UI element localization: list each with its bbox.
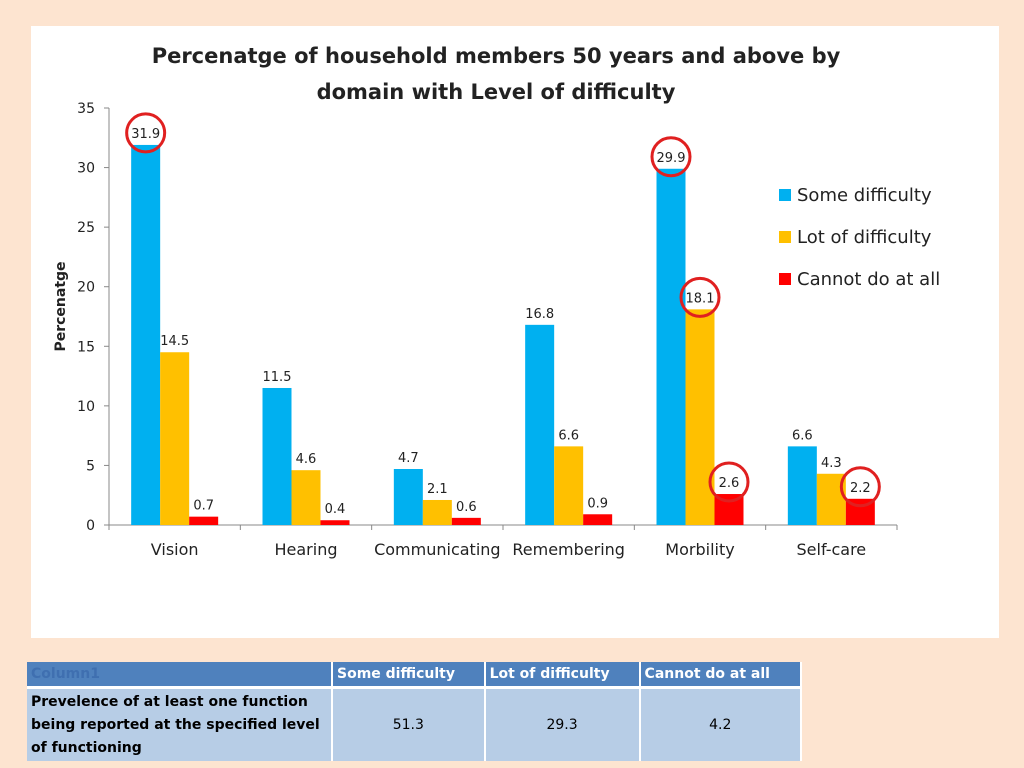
data-label: 0.4 bbox=[325, 502, 346, 517]
table-header-row: Column1 Some difficulty Lot of difficult… bbox=[27, 662, 803, 689]
bar bbox=[554, 446, 584, 525]
data-label: 4.7 bbox=[398, 451, 419, 466]
highlight-circle bbox=[125, 112, 167, 154]
bar bbox=[583, 514, 613, 525]
data-label: 2.1 bbox=[427, 482, 448, 497]
bar bbox=[189, 516, 219, 525]
y-axis-label: Percenatge bbox=[53, 261, 69, 351]
data-label: 0.9 bbox=[587, 496, 608, 511]
table-header: Some difficulty bbox=[332, 662, 486, 689]
y-tick-label: 10 bbox=[77, 399, 95, 415]
table-cell: 4.2 bbox=[639, 687, 803, 761]
chart-title-line-2: domain with Level of difficulty bbox=[316, 80, 676, 104]
data-label: 2.6 bbox=[719, 476, 740, 491]
legend-item-cannot-do-at-all: Cannot do at all bbox=[779, 258, 940, 300]
table-row: Prevelence of at least one function bein… bbox=[27, 687, 803, 761]
y-tick-label: 5 bbox=[86, 458, 95, 474]
bar bbox=[422, 499, 452, 525]
legend-item-some-difficulty: Some difficulty bbox=[779, 174, 940, 216]
chart-panel: 0 5 10 15 20 25 30 35 Percenatge Vision Hearing Com… bbox=[31, 26, 999, 638]
y-tick-label: 0 bbox=[86, 518, 95, 534]
y-tick-label: 30 bbox=[77, 161, 95, 177]
data-label: 6.6 bbox=[558, 428, 579, 443]
legend-swatch bbox=[779, 231, 791, 243]
x-tick-label: Communicating bbox=[374, 540, 500, 559]
bar bbox=[160, 352, 190, 525]
table-header: Lot of difficulty bbox=[484, 662, 641, 689]
bar bbox=[656, 168, 686, 525]
x-tick-label: Vision bbox=[151, 540, 199, 559]
y-tick-label: 25 bbox=[77, 220, 95, 236]
legend-swatch bbox=[779, 273, 791, 285]
data-label: 29.9 bbox=[657, 151, 686, 166]
bar bbox=[131, 144, 161, 525]
table-header: Cannot do at all bbox=[639, 662, 803, 689]
table-row-label: Prevelence of at least one function bein… bbox=[27, 687, 333, 761]
legend-item-lot-of-difficulty: Lot of difficulty bbox=[779, 216, 940, 258]
highlight-circle bbox=[839, 466, 881, 508]
legend-swatch bbox=[779, 189, 791, 201]
x-tick-label: Self-care bbox=[797, 540, 867, 559]
x-tick-label: Hearing bbox=[275, 540, 338, 559]
bar bbox=[262, 387, 292, 525]
chart-legend: Some difficulty Lot of difficulty Cannot… bbox=[779, 174, 940, 300]
summary-table: Column1 Some difficulty Lot of difficult… bbox=[27, 662, 803, 761]
x-tick-label: Morbility bbox=[665, 540, 734, 559]
y-tick-label: 15 bbox=[77, 339, 95, 355]
legend-label: Cannot do at all bbox=[797, 268, 941, 290]
data-label: 18.1 bbox=[686, 291, 715, 306]
highlight-circle bbox=[679, 276, 721, 318]
chart-title-line-1: Percenatge of household members 50 years… bbox=[151, 44, 841, 68]
data-label: 16.8 bbox=[525, 307, 554, 322]
x-tick-label: Remembering bbox=[512, 540, 625, 559]
y-tick-label: 20 bbox=[77, 280, 95, 296]
bar bbox=[787, 446, 817, 525]
data-label: 6.6 bbox=[792, 428, 813, 443]
highlight-circle bbox=[708, 461, 750, 503]
bar bbox=[451, 517, 481, 525]
highlight-circle bbox=[650, 136, 692, 178]
chart-canvas: 0 5 10 15 20 25 30 35 Percenatge Vision Hearing Com… bbox=[53, 101, 898, 559]
data-label: 31.9 bbox=[131, 127, 160, 142]
table-cell: 51.3 bbox=[332, 687, 486, 761]
data-label: 0.6 bbox=[456, 500, 477, 515]
bar bbox=[525, 324, 555, 525]
bar bbox=[291, 470, 321, 525]
data-label: 4.3 bbox=[821, 456, 842, 471]
data-label: 11.5 bbox=[263, 370, 292, 385]
y-tick-label: 35 bbox=[77, 101, 95, 117]
legend-label: Lot of difficulty bbox=[797, 226, 932, 248]
legend-label: Some difficulty bbox=[797, 184, 932, 206]
table-cell: 29.3 bbox=[484, 687, 641, 761]
data-label: 0.7 bbox=[193, 499, 214, 514]
data-label: 14.5 bbox=[160, 334, 189, 349]
bar bbox=[320, 520, 350, 525]
bar bbox=[685, 309, 715, 525]
table-header: Column1 bbox=[27, 662, 333, 689]
data-label: 4.6 bbox=[296, 452, 317, 467]
data-label: 2.2 bbox=[850, 481, 871, 496]
bar bbox=[393, 469, 423, 525]
